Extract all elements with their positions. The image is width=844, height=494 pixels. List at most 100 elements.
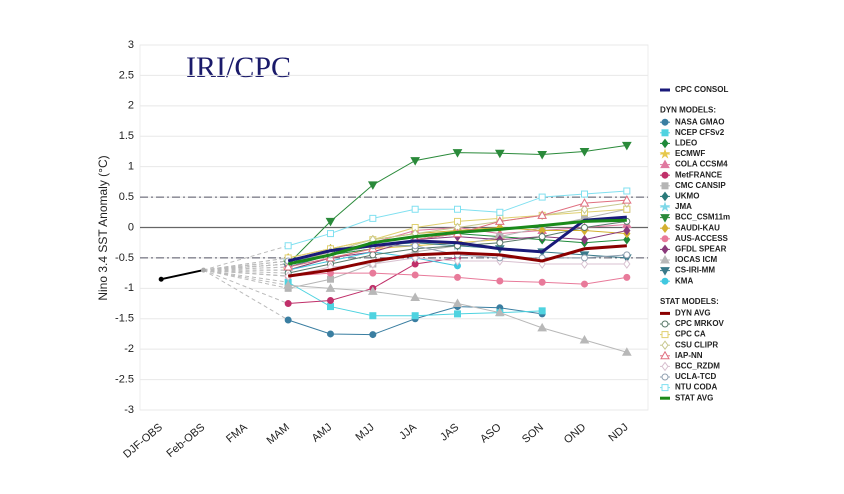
legend-label: LDEO	[675, 139, 697, 148]
x-tick-label: SON	[520, 421, 546, 446]
legend-header: STAT MODELS:	[660, 297, 719, 306]
legend-marker	[661, 244, 669, 255]
x-tick-label: DJF-OBS	[121, 421, 165, 460]
legend-marker	[661, 118, 669, 126]
marker	[623, 259, 631, 269]
y-tick-label: -0.5	[115, 252, 134, 264]
marker	[538, 193, 546, 201]
y-tick-label: 1.5	[119, 130, 134, 142]
x-tick-label: JJA	[397, 421, 419, 442]
legend-marker	[661, 340, 669, 351]
legend-marker	[661, 361, 669, 372]
connector	[203, 269, 289, 274]
marker	[411, 271, 419, 279]
legend-label: UCLA-TCD	[675, 372, 717, 381]
legend-label: MetFRANCE	[675, 170, 723, 179]
legend-label: BCC_CSM11m	[675, 213, 730, 222]
legend-marker	[660, 254, 670, 264]
marker	[621, 141, 632, 151]
legend-marker	[660, 214, 670, 223]
marker	[580, 259, 589, 269]
connector	[203, 260, 289, 271]
legend-marker	[661, 331, 669, 339]
marker	[538, 307, 546, 315]
series-line	[287, 244, 627, 278]
marker	[369, 312, 377, 320]
marker	[494, 149, 505, 159]
marker	[623, 187, 631, 195]
marker	[284, 316, 292, 324]
series	[284, 187, 631, 250]
marker	[283, 262, 294, 271]
legend-marker	[661, 373, 669, 381]
marker	[579, 147, 590, 157]
marker	[581, 280, 588, 288]
connector	[203, 263, 289, 271]
y-tick-label: 0	[128, 221, 134, 233]
legend-label: CPC CA	[675, 330, 706, 339]
x-tick-label: Feb-OBS	[164, 421, 207, 460]
series	[287, 218, 627, 266]
legend-label: BCC_RZDM	[675, 362, 720, 371]
connector	[203, 269, 289, 277]
marker	[452, 298, 463, 308]
legend-label: CS-IRI-MM	[675, 266, 715, 275]
marker	[369, 251, 377, 259]
legend-marker	[661, 191, 669, 202]
marker	[580, 204, 589, 215]
legend-label: CSU CLIPR	[675, 340, 718, 349]
legend-marker	[660, 159, 670, 169]
marker	[621, 347, 632, 356]
x-tick-label: NDJ	[607, 421, 631, 444]
marker	[327, 275, 334, 283]
marker	[367, 286, 378, 295]
legend-label: DYN AVG	[675, 309, 711, 318]
connector	[203, 257, 289, 271]
series	[284, 269, 631, 288]
marker	[410, 292, 421, 301]
marker	[579, 198, 590, 207]
connector	[203, 269, 289, 321]
x-tick-label: AMJ	[310, 421, 335, 444]
x-tick-label: MJJ	[353, 421, 376, 443]
marker	[452, 149, 463, 158]
y-axis-label: Nino 3.4 SST Anomaly (°C)	[96, 155, 110, 300]
series	[283, 280, 632, 356]
marker	[538, 233, 546, 241]
y-tick-label: 2.5	[119, 69, 134, 81]
legend-label: STAT AVG	[675, 393, 713, 402]
legend-marker	[659, 148, 671, 159]
marker	[623, 273, 631, 281]
marker	[454, 273, 461, 281]
legend-label: ECMWF	[675, 149, 705, 158]
x-tick-label: OND	[562, 421, 588, 446]
series	[287, 215, 627, 263]
x-tick-label: ASO	[478, 421, 504, 445]
marker	[283, 280, 294, 289]
marker	[496, 239, 504, 247]
marker	[367, 181, 378, 190]
marker	[496, 208, 504, 216]
marker	[284, 300, 292, 308]
x-tick-label: MAM	[265, 421, 292, 447]
series	[284, 303, 546, 339]
y-tick-label: -2.5	[115, 373, 134, 385]
marker	[453, 256, 462, 266]
marker	[537, 210, 548, 219]
marker	[327, 230, 334, 238]
legend-label: GFDL SPEAR	[675, 245, 727, 254]
marker	[537, 322, 548, 332]
series	[283, 141, 632, 270]
legend-label: CMC CANSIP	[675, 181, 726, 190]
observed-point	[158, 276, 164, 282]
connector	[203, 269, 289, 305]
legend-marker	[661, 320, 669, 328]
connector	[203, 266, 289, 271]
legend-label: NCEP CFSv2	[675, 128, 725, 137]
legend-label: NTU CODA	[675, 383, 717, 392]
marker	[623, 251, 631, 259]
y-tick-label: 1	[128, 161, 134, 173]
legend-marker	[661, 223, 669, 234]
legend-label: UKMO	[675, 192, 699, 201]
